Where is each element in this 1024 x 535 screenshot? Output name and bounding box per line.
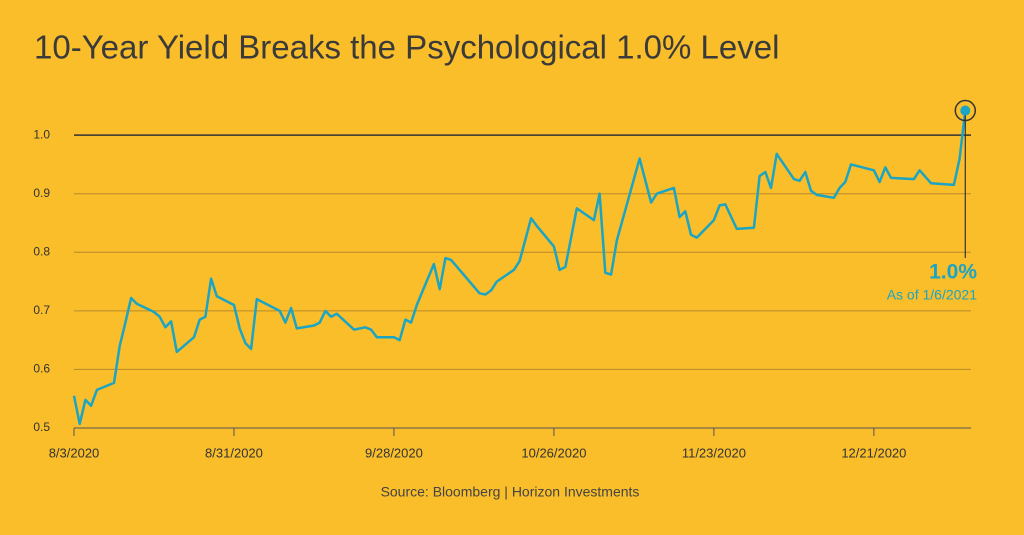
series-line [72, 110, 967, 426]
x-tick-label: 11/23/2020 [682, 445, 746, 460]
x-tick-label: 10/26/2020 [521, 445, 586, 460]
source: Source: Bloomberg | Horizon Investments [381, 484, 640, 500]
endpoint [960, 105, 971, 116]
y-tick-label: 0.7 [33, 303, 50, 317]
y-tick-label: 0.9 [33, 186, 50, 200]
x-tick-label: 9/28/2020 [365, 445, 423, 460]
chart-title: 10-Year Yield Breaks the Psychological 1… [34, 29, 779, 66]
x-tick-label: 8/31/2020 [205, 445, 263, 460]
y-tick-label: 0.6 [33, 362, 50, 376]
x-tick-label: 8/3/2020 [49, 445, 100, 460]
annotation-note: As of 1/6/2021 [887, 287, 978, 303]
y-tick-label: 0.5 [33, 420, 50, 434]
endpoint-ring [954, 99, 977, 122]
annotation-value: 1.0% [929, 261, 977, 284]
x-tick-label: 12/21/2020 [841, 445, 906, 460]
y-tick-label: 0.8 [33, 244, 50, 258]
y-tick-label: 1.0 [33, 127, 50, 141]
